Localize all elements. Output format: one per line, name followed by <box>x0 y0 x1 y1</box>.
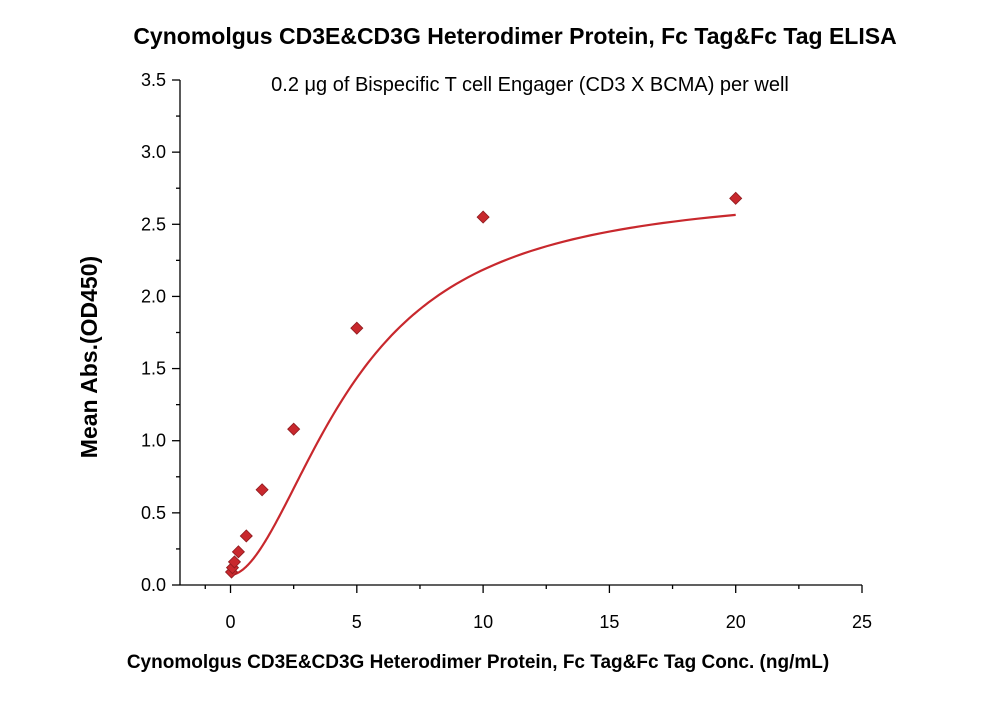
x-tick-label: 10 <box>473 612 493 632</box>
y-tick-label: 3.0 <box>141 142 166 162</box>
y-tick-label: 2.0 <box>141 286 166 306</box>
x-tick-label: 5 <box>352 612 362 632</box>
data-point <box>476 210 490 224</box>
data-point <box>287 422 301 436</box>
chart-subtitle: 0.2 μg of Bispecific T cell Engager (CD3… <box>271 74 789 96</box>
y-tick-label: 0.5 <box>141 503 166 523</box>
y-axis-label: Mean Abs.(OD450) <box>76 256 102 458</box>
data-point <box>239 529 253 543</box>
x-tick-label: 25 <box>852 612 872 632</box>
y-tick-label: 1.0 <box>141 431 166 451</box>
x-tick-label: 0 <box>226 612 236 632</box>
data-point <box>350 321 364 335</box>
chart-title: Cynomolgus CD3E&CD3G Heterodimer Protein… <box>133 23 896 49</box>
data-point <box>227 555 242 569</box>
data-points <box>224 191 743 579</box>
y-tick-label: 2.5 <box>141 214 166 234</box>
y-tick-label: 3.5 <box>141 70 166 90</box>
y-tick-label: 0.0 <box>141 575 166 595</box>
fit-curve <box>231 213 736 576</box>
data-point <box>255 483 269 497</box>
x-axis-ticks: 0 5 10 15 20 25 <box>204 585 872 632</box>
y-tick-label: 1.5 <box>141 359 166 379</box>
data-point <box>231 545 245 559</box>
x-tick-label: 15 <box>599 612 619 632</box>
x-axis-label: Cynomolgus CD3E&CD3G Heterodimer Protein… <box>127 652 829 673</box>
y-axis-ticks: 0.0 0.5 1.0 1.5 2.0 2.5 3.0 3.5 <box>141 70 180 595</box>
data-point <box>729 191 743 205</box>
x-tick-label: 20 <box>726 612 746 632</box>
